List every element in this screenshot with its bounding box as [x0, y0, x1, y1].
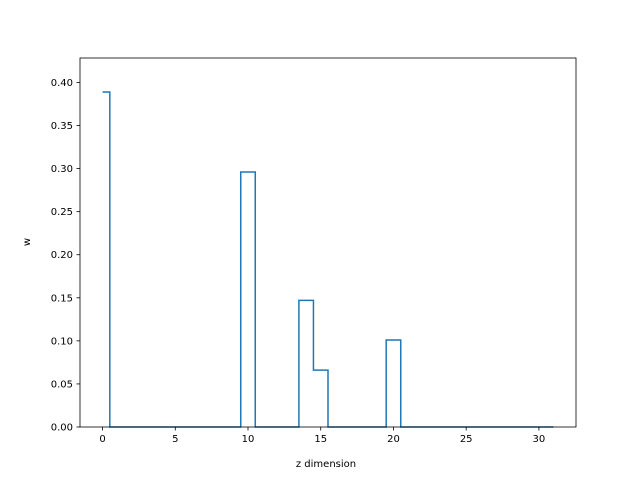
- x-tick-label: 0: [99, 434, 105, 445]
- x-tick-label: 30: [533, 434, 546, 445]
- y-axis-ticks: 0.00 0.05 0.10 0.15 0.20 0.25 0.30 0.35 0.40: [51, 78, 80, 434]
- y-tick-label: 0.00: [51, 423, 73, 434]
- axes-frame: [79, 57, 577, 428]
- y-tick-label: 0.40: [51, 78, 73, 89]
- x-tick-label: 20: [387, 434, 400, 445]
- x-axis-label: z dimension: [296, 459, 356, 470]
- x-tick-label: 10: [242, 434, 255, 445]
- y-axis-label: w: [22, 238, 33, 246]
- y-tick-label: 0.35: [51, 121, 73, 132]
- x-tick-label: 5: [172, 434, 178, 445]
- y-tick-label: 0.20: [51, 250, 73, 261]
- y-tick-label: 0.10: [51, 336, 73, 347]
- y-tick-label: 0.15: [51, 293, 73, 304]
- x-tick-label: 25: [460, 434, 473, 445]
- y-tick-label: 0.30: [51, 164, 73, 175]
- x-tick-label: 15: [314, 434, 327, 445]
- y-tick-label: 0.25: [51, 207, 73, 218]
- x-axis-ticks: 0 5 10 15 20 25 30: [99, 427, 545, 445]
- y-tick-label: 0.05: [51, 379, 73, 390]
